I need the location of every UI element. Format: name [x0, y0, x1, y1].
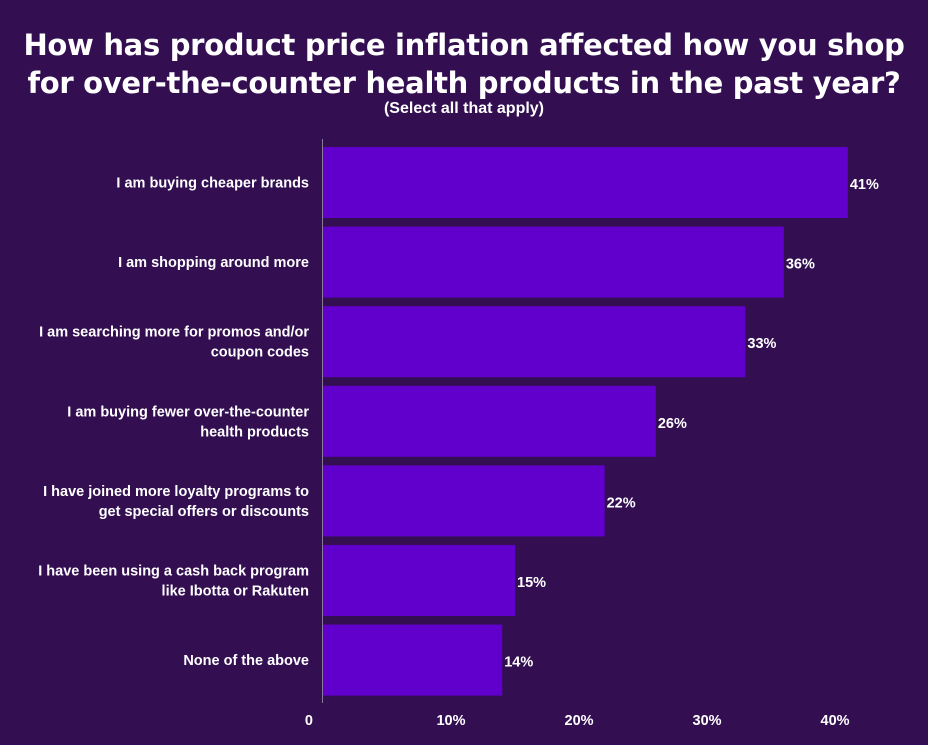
bar: [323, 306, 746, 378]
chart-subtitle: (Select all that apply): [383, 100, 545, 117]
bar: [323, 226, 784, 298]
category-label: I have joined more loyalty programs to ge…: [43, 484, 309, 520]
x-tick-label: 20%: [565, 713, 594, 729]
bar: [323, 465, 605, 537]
x-tick-label: 10%: [436, 713, 465, 729]
category-label: I am shopping around more: [118, 255, 309, 271]
bar: [323, 385, 656, 457]
x-tick-label: 30%: [693, 713, 722, 729]
category-label: I have been using a cash back program lik…: [38, 564, 309, 600]
x-axis-ticks: 0 10% 20% 30% 40%: [305, 713, 850, 729]
bars-group: [323, 147, 848, 696]
value-label: 33%: [747, 336, 776, 352]
bar: [323, 624, 503, 696]
category-label: None of the above: [183, 653, 309, 669]
value-label: 14%: [504, 655, 533, 671]
bar: [323, 147, 848, 218]
bar: [323, 545, 516, 616]
value-label: 15%: [517, 575, 546, 591]
category-label: I am searching more for promos and/or cou…: [39, 325, 309, 361]
x-tick-label: 0: [305, 713, 313, 729]
value-label: 41%: [850, 177, 879, 193]
category-labels: I am buying cheaper brands I am shopping …: [38, 176, 309, 670]
value-labels: 41% 36% 33% 26% 22% 15% 14%: [504, 177, 879, 671]
category-label: I am buying cheaper brands: [116, 176, 309, 192]
value-label: 36%: [786, 257, 815, 273]
chart-title: How has product price inflation affected…: [23, 28, 905, 100]
x-tick-label: 40%: [821, 713, 850, 729]
value-label: 26%: [658, 416, 687, 432]
category-label: I am buying fewer over-the-counter health…: [67, 404, 309, 440]
value-label: 22%: [607, 495, 636, 511]
